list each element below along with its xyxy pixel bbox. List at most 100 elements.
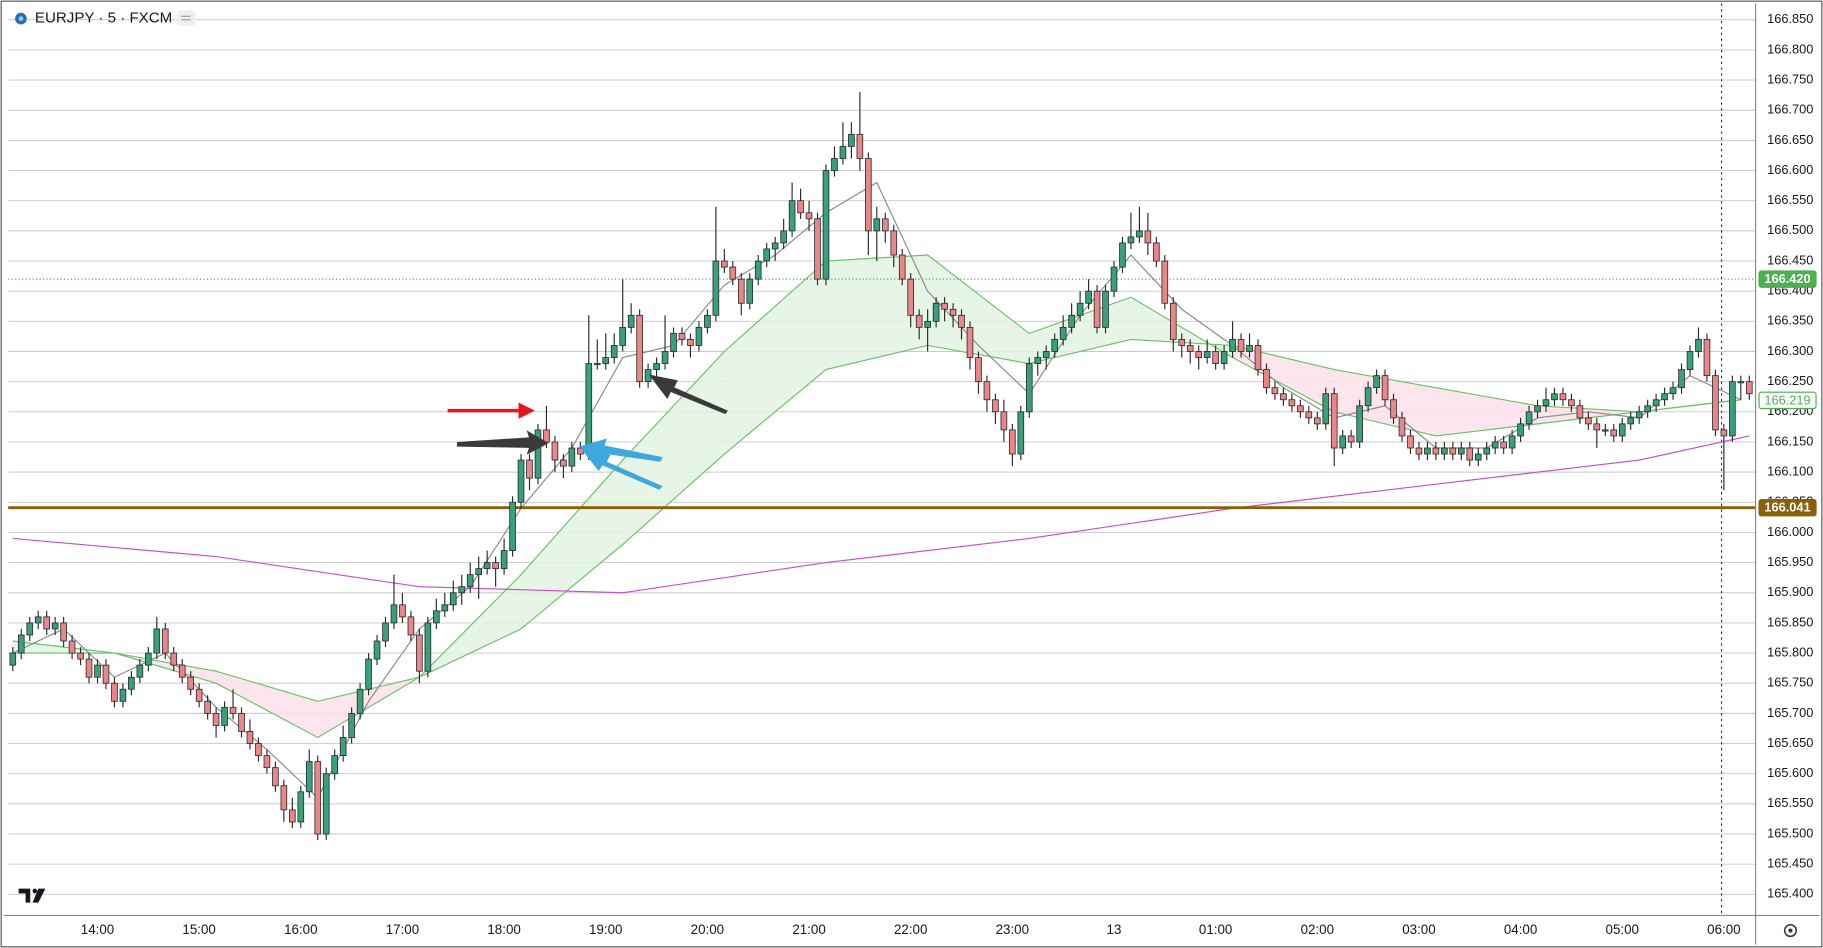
candle-body [60, 622, 67, 642]
menu-button[interactable] [176, 10, 196, 26]
candle-body [255, 743, 262, 757]
candle-body [543, 429, 550, 443]
candle-body [1661, 393, 1668, 401]
x-tick-label: 13 [1107, 922, 1122, 937]
candle-body [1457, 447, 1465, 455]
candle-body [1263, 369, 1270, 389]
candle-body [754, 260, 762, 280]
candle-body [229, 706, 237, 714]
blue-arrow [578, 438, 663, 490]
candle-body [458, 586, 466, 594]
y-tick-label: 166.000 [1767, 524, 1813, 539]
candle-body [856, 133, 864, 159]
y-tick-label: 165.900 [1767, 584, 1813, 599]
candle-body [1169, 302, 1177, 340]
candle-body [1551, 393, 1558, 401]
candle-body [729, 266, 737, 280]
candle-body [881, 218, 889, 232]
candle-body [1466, 447, 1474, 461]
candle-body [627, 314, 635, 328]
candle-body [839, 146, 847, 159]
price-label-box [1758, 498, 1817, 517]
candle-body [1601, 429, 1609, 432]
candle-body [1076, 302, 1084, 316]
candle-body [1729, 381, 1736, 437]
candle-body [382, 622, 389, 642]
y-tick-label: 165.400 [1767, 886, 1813, 901]
candle-body [424, 622, 432, 672]
candle-body [1635, 411, 1643, 419]
x-tick-label: 14:00 [81, 922, 114, 937]
price-label: 166.420 [1764, 271, 1810, 286]
candle-body [1093, 290, 1101, 328]
candle-body [1474, 453, 1482, 461]
candle-body [1280, 393, 1287, 401]
candle-body [1373, 375, 1380, 389]
candle-body [763, 248, 771, 262]
band-fill [927, 254, 1030, 364]
candle-body [1136, 230, 1143, 238]
candle-body [1068, 314, 1075, 328]
candle-body [111, 682, 118, 702]
candle-body [1407, 435, 1414, 449]
y-tick-label: 166.850 [1767, 11, 1813, 26]
price-label: 166.219 [1764, 392, 1810, 407]
candle-body [348, 712, 355, 738]
candle-body [449, 592, 457, 606]
candle-body [712, 260, 720, 316]
y-tick-label: 165.950 [1767, 554, 1813, 569]
candle-body [1042, 351, 1050, 358]
candle-body [416, 634, 423, 672]
candle-body [568, 447, 576, 467]
candle-body [865, 158, 872, 232]
candle-body [1051, 339, 1059, 352]
candle-body [1322, 393, 1330, 425]
y-tick-label: 166.700 [1767, 102, 1813, 117]
settings-button[interactable] [1783, 923, 1798, 938]
candle-body [195, 688, 203, 702]
candle-body [873, 218, 881, 232]
candle-body [1517, 423, 1524, 437]
candle-body [246, 731, 254, 744]
candle-body [475, 568, 483, 576]
candle-body [204, 700, 211, 714]
candle-body [1229, 339, 1236, 352]
candle-body [1559, 393, 1567, 401]
candle-body [983, 381, 991, 401]
candle-body [1009, 429, 1016, 455]
candle-body [221, 706, 228, 726]
candle-body [365, 658, 372, 690]
candle-body [1127, 236, 1135, 244]
band-fill [521, 460, 623, 629]
candle-body [187, 676, 194, 690]
candle-body [1085, 290, 1092, 304]
header: EURJPY · 5 · FXCM [15, 10, 196, 27]
candle-body [1347, 435, 1355, 443]
candle-body [34, 616, 42, 624]
y-tick-label: 165.850 [1767, 614, 1813, 629]
candle-body [407, 616, 415, 636]
y-tick-label: 166.150 [1767, 433, 1813, 448]
candle-body [1034, 357, 1042, 364]
candle-body [1627, 417, 1635, 425]
candle-body [593, 363, 601, 366]
candle-body [1542, 399, 1550, 407]
candle-body [263, 755, 271, 769]
candle-body [661, 351, 669, 364]
candle-body [1534, 405, 1541, 413]
chart-title: EURJPY · 5 · FXCM [35, 10, 172, 27]
candle-body [212, 712, 220, 726]
candle-body [373, 640, 381, 660]
candle-body [898, 254, 906, 280]
candle-body [610, 345, 618, 358]
candles [9, 92, 1753, 841]
candle-body [1271, 387, 1279, 395]
candle-body [687, 339, 694, 346]
candle-body [1618, 423, 1626, 437]
candle-body [831, 158, 838, 171]
candle-body [85, 658, 93, 678]
candle-body [924, 320, 931, 328]
candle-body [992, 399, 999, 413]
candle-body [1432, 447, 1440, 455]
x-tick-label: 04:00 [1504, 922, 1537, 937]
